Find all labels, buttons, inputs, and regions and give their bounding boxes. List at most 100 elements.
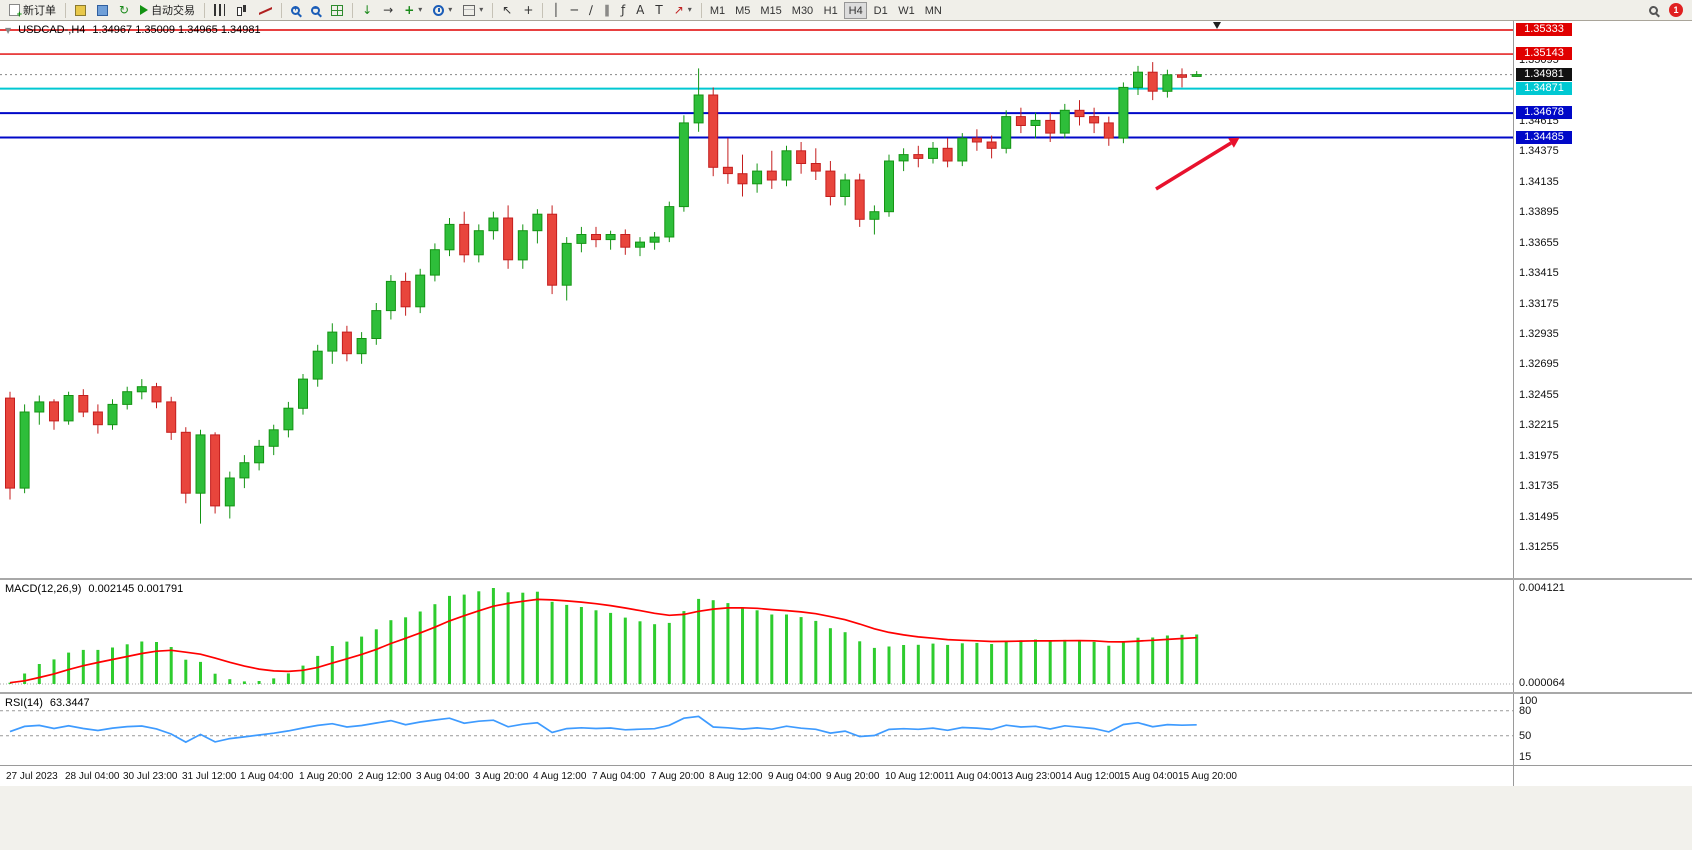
fibonacci-icon: ƒ — [620, 3, 626, 17]
macd-signal-line — [9, 598, 1197, 684]
templates-button[interactable]: ▾ — [458, 1, 488, 19]
timeframe-button-M30[interactable]: M30 — [791, 4, 814, 17]
notification-badge: 1 — [1669, 3, 1683, 17]
timeframe-button-D1[interactable]: D1 — [873, 4, 888, 17]
pane-splitter[interactable] — [0, 578, 1692, 580]
print-button[interactable] — [92, 1, 113, 19]
crosshair-icon: + — [523, 3, 534, 17]
chart-header: ▼ USDCAD-,H4 1.34967 1.35009 1.34965 1.3… — [5, 24, 261, 36]
axis-corner — [1513, 766, 1514, 786]
toolbar-separator — [352, 2, 354, 18]
price-axis[interactable]: 1.350951.348551.346151.343751.341351.338… — [1513, 21, 1692, 578]
tile-windows-button[interactable] — [326, 1, 348, 19]
macd-axis-min: 0.000064 — [1519, 677, 1565, 689]
tile-windows-icon — [331, 4, 344, 16]
time-axis[interactable]: 27 Jul 2023 28 Jul 04:00 30 Jul 23:00 31 Ju… — [0, 765, 1692, 786]
main-chart-pane: ▼ USDCAD-,H4 1.34967 1.35009 1.34965 1.3… — [0, 21, 1692, 578]
new-order-button[interactable]: 新订单 — [4, 1, 61, 19]
refresh-button[interactable]: ↻ — [114, 1, 134, 19]
price-tick-label: 1.33175 — [1519, 298, 1559, 310]
zoom-in-button[interactable]: + — [286, 1, 305, 19]
text-label-button[interactable]: T — [650, 1, 667, 19]
cursor-button[interactable]: ↖ — [497, 1, 517, 19]
toolbar: 新订单 ↻ 自动交易 + − ↓ → +▾ ▾ ▾ ↖ + │ ─ ∕ ∥ ƒ … — [0, 0, 1692, 21]
auto-scroll-icon: ↓ — [362, 3, 373, 17]
auto-scroll-button[interactable]: ↓ — [357, 1, 377, 19]
arrow-tool-icon: ↗ — [673, 3, 684, 17]
timeframe-button-H4[interactable]: H4 — [844, 1, 868, 19]
chart-ohlc: 1.34967 1.35009 1.34965 1.34981 — [92, 24, 261, 36]
candlestick-chart-canvas[interactable] — [0, 21, 1513, 578]
rsi-label: RSI(14) — [5, 697, 43, 709]
cursor-icon: ↖ — [502, 3, 513, 17]
macd-axis[interactable]: 0.004121 0.000064 — [1513, 580, 1692, 692]
time-axis-label: 7 Aug 04:00 — [592, 771, 646, 782]
rsi-axis[interactable]: 100 80 50 15 — [1513, 694, 1692, 765]
price-tick-label: 1.31735 — [1519, 480, 1559, 492]
macd-chart-canvas[interactable] — [0, 580, 1513, 692]
chart-shift-button[interactable]: → — [378, 1, 398, 19]
new-order-label: 新订单 — [23, 5, 56, 17]
autotrading-button[interactable]: 自动交易 — [135, 1, 200, 19]
rsi-levels — [0, 710, 1513, 737]
arrows-tool-button[interactable]: ↗ ▾ — [669, 1, 697, 19]
arrow-annotation[interactable] — [1155, 133, 1242, 191]
timeframe-button-MN[interactable]: MN — [924, 4, 942, 17]
zoom-in-icon: + — [291, 4, 301, 15]
price-tick-label: 1.34375 — [1519, 145, 1559, 157]
periods-button[interactable]: ▾ — [428, 1, 457, 19]
trendline-button[interactable]: ∕ — [584, 1, 598, 19]
horizontal-line-icon: ─ — [570, 3, 578, 17]
template-icon — [463, 4, 476, 16]
time-axis-label: 8 Aug 12:00 — [709, 771, 763, 782]
rsi-value: 63.3447 — [49, 697, 90, 709]
chart-shift-marker[interactable] — [1213, 22, 1221, 29]
price-tick-label: 1.33415 — [1519, 267, 1559, 279]
rsi-axis-label: 100 — [1519, 695, 1538, 707]
rsi-chart-canvas[interactable] — [0, 694, 1513, 765]
time-axis-label: 1 Aug 20:00 — [299, 771, 353, 782]
price-tick-label: 1.33895 — [1519, 206, 1559, 218]
price-tick-label: 1.32935 — [1519, 328, 1559, 340]
indicators-icon: + — [404, 3, 415, 17]
horizontal-lines[interactable] — [0, 29, 1513, 139]
candlestick-chart-button[interactable] — [231, 1, 253, 19]
channel-button[interactable]: ∥ — [599, 1, 615, 19]
time-axis-label: 3 Aug 20:00 — [475, 771, 529, 782]
chevron-down-icon: ▾ — [448, 5, 453, 14]
time-axis-label: 31 Jul 12:00 — [182, 771, 237, 782]
horizontal-line-button[interactable]: ─ — [566, 1, 583, 19]
time-axis-label: 9 Aug 04:00 — [768, 771, 822, 782]
rsi-header: RSI(14) 63.3447 — [5, 697, 90, 709]
search-button[interactable] — [1644, 1, 1663, 19]
rsi-line — [9, 715, 1197, 744]
time-axis-label: 2 Aug 12:00 — [358, 771, 412, 782]
toolbar-separator — [700, 2, 702, 18]
price-tag: 1.34485 — [1516, 131, 1572, 144]
timeframe-button-M15[interactable]: M15 — [760, 4, 782, 17]
notifications-button[interactable]: 1 — [1664, 1, 1688, 19]
pane-splitter[interactable] — [0, 692, 1692, 694]
text-label-icon: T — [655, 3, 663, 17]
rsi-axis-label: 50 — [1519, 730, 1532, 742]
text-button[interactable]: A — [631, 1, 649, 19]
price-tag: 1.35333 — [1516, 23, 1572, 36]
fibonacci-button[interactable]: ƒ — [616, 1, 630, 19]
autotrading-icon — [140, 5, 149, 15]
price-tick-label: 1.31255 — [1519, 541, 1559, 553]
timeframe-button-M5[interactable]: M5 — [735, 4, 751, 17]
rsi-axis-label: 80 — [1519, 705, 1532, 717]
metaeditor-button[interactable] — [70, 1, 91, 19]
indicators-button[interactable]: + ▾ — [399, 1, 427, 19]
timeframe-button-H1[interactable]: H1 — [823, 4, 838, 17]
zoom-out-button[interactable]: − — [306, 1, 325, 19]
text-icon: A — [636, 3, 645, 17]
vertical-line-button[interactable]: │ — [547, 1, 564, 19]
timeframe-button-W1[interactable]: W1 — [898, 4, 915, 17]
timeframe-button-M1[interactable]: M1 — [709, 4, 726, 17]
macd-values: 0.002145 0.001791 — [88, 583, 184, 595]
collapse-pane-icon[interactable]: ▼ — [5, 25, 12, 35]
crosshair-button[interactable]: + — [518, 1, 538, 19]
line-chart-button[interactable] — [254, 1, 277, 19]
bar-chart-button[interactable] — [209, 1, 230, 19]
